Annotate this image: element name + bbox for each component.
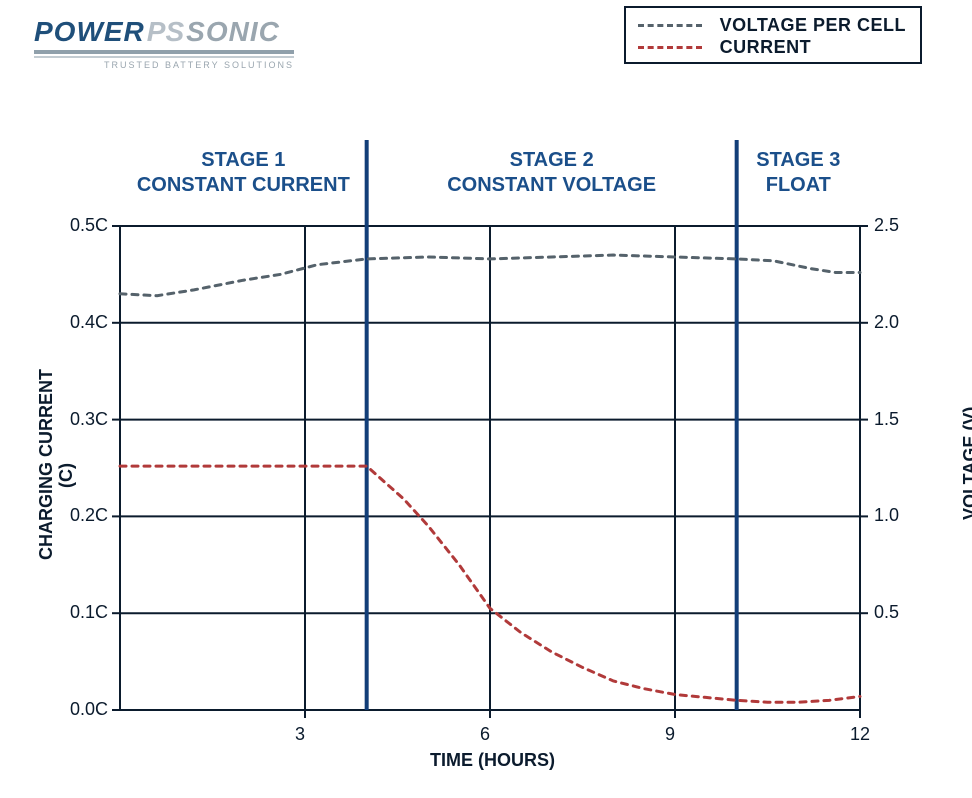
y-left-tick-label: 0.3C [70, 409, 108, 430]
x-tick-label: 3 [295, 724, 305, 745]
x-tick-label: 9 [665, 724, 675, 745]
stage-label-line1: STAGE 3 [688, 148, 908, 173]
stage-label: STAGE 2CONSTANT VOLTAGE [442, 148, 662, 198]
y-left-axis-label-text: CHARGING CURRENT [36, 369, 56, 560]
x-tick-label: 6 [480, 724, 490, 745]
y-right-tick-label: 1.0 [874, 505, 899, 526]
y-right-tick-label: 2.0 [874, 312, 899, 333]
stage-label-line2: CONSTANT VOLTAGE [442, 173, 662, 198]
y-right-tick-label: 2.5 [874, 215, 899, 236]
y-left-axis-label-sub: (C) [56, 463, 77, 488]
page: POWERPSSONIC TRUSTED BATTERY SOLUTIONS V… [0, 0, 972, 798]
x-axis-label: TIME (HOURS) [430, 750, 555, 771]
stage-label: STAGE 3FLOAT [688, 148, 908, 198]
y-right-axis-label-text: VOLTAGE (V) [960, 407, 972, 520]
stage-label-line1: STAGE 2 [442, 148, 662, 173]
y-right-tick-label: 0.5 [874, 602, 899, 623]
y-left-tick-label: 0.2C [70, 505, 108, 526]
y-right-tick-label: 1.5 [874, 409, 899, 430]
x-axis-label-text: TIME (HOURS) [430, 750, 555, 770]
stage-label-line1: STAGE 1 [133, 148, 353, 173]
y-right-axis-label: VOLTAGE (V) [960, 407, 972, 520]
chart [0, 0, 972, 798]
y-left-axis-label-sub-text: (C) [56, 463, 76, 488]
stage-label-line2: CONSTANT CURRENT [133, 173, 353, 198]
y-left-axis-label: CHARGING CURRENT [36, 369, 57, 560]
y-left-tick-label: 0.5C [70, 215, 108, 236]
stage-label: STAGE 1CONSTANT CURRENT [133, 148, 353, 198]
stage-label-line2: FLOAT [688, 173, 908, 198]
y-left-tick-label: 0.1C [70, 602, 108, 623]
y-left-tick-label: 0.0C [70, 699, 108, 720]
x-tick-label: 12 [850, 724, 870, 745]
y-left-tick-label: 0.4C [70, 312, 108, 333]
